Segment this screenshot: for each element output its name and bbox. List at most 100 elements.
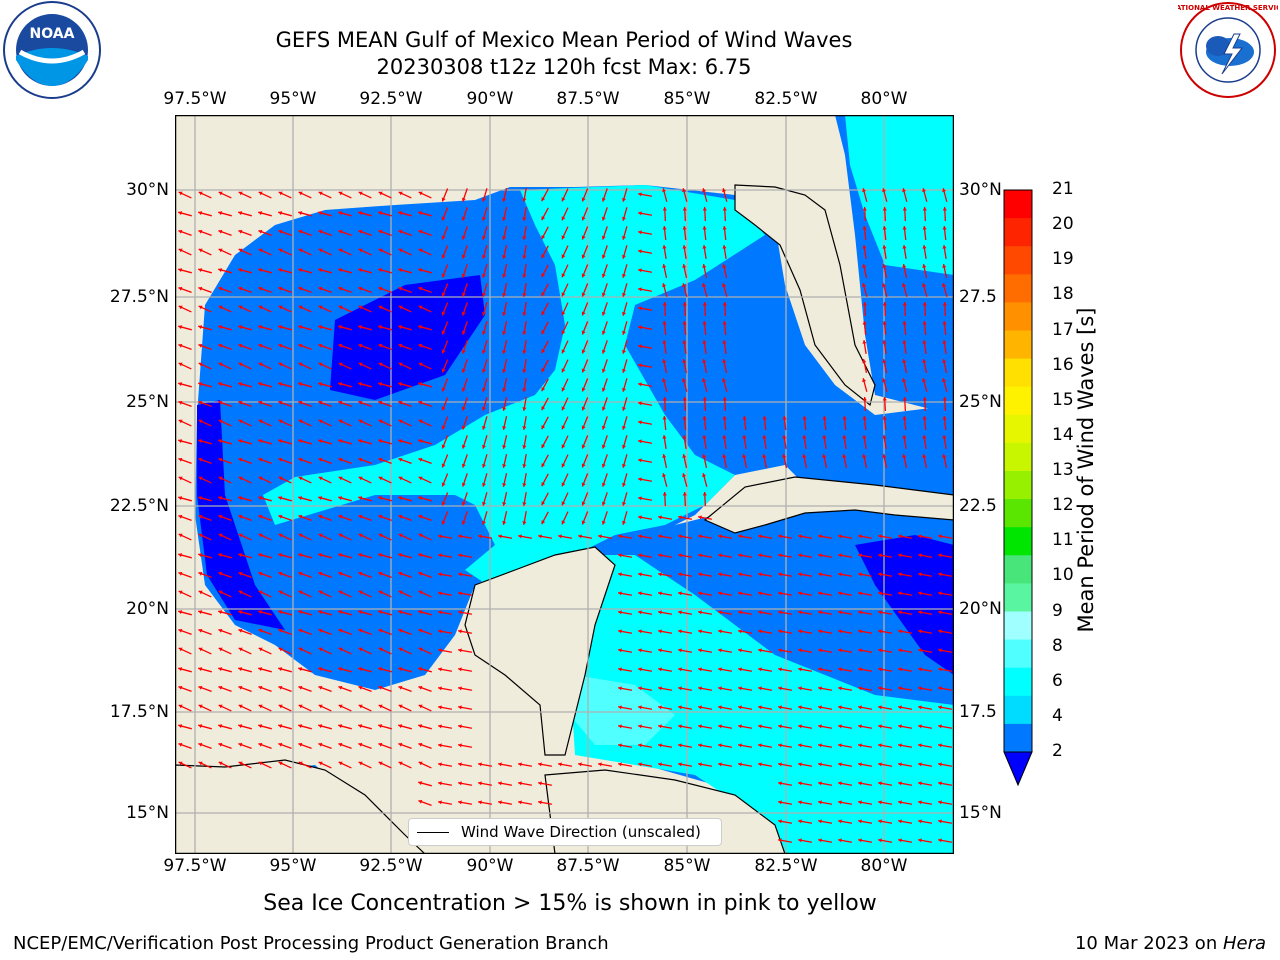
wind-arrow [258, 419, 272, 427]
wind-arrow [477, 781, 493, 786]
wind-arrow [418, 248, 432, 256]
wind-arrow [441, 492, 449, 506]
y-tick-right: 22.5 [959, 496, 997, 516]
wind-arrow [522, 358, 527, 374]
wind-arrow [437, 534, 453, 539]
wind-arrow [822, 415, 827, 431]
wind-arrow [637, 268, 653, 273]
wind-arrow [922, 378, 928, 392]
wind-arrow [877, 629, 893, 634]
wind-arrow [318, 610, 332, 616]
wind-arrow [497, 800, 513, 805]
wind-arrow [581, 321, 589, 335]
wind-arrow [541, 492, 549, 506]
wind-arrow [298, 211, 312, 217]
wind-arrow [358, 667, 372, 673]
wind-arrow [737, 648, 753, 653]
wind-arrow [522, 339, 527, 355]
wind-arrow [877, 686, 893, 691]
wind-arrow [398, 667, 412, 673]
wind-arrow [581, 473, 589, 487]
wind-arrow [942, 396, 947, 412]
wind-arrow [857, 629, 873, 634]
wind-arrow [601, 188, 608, 202]
wind-arrow [802, 454, 808, 468]
wind-arrow [902, 339, 907, 355]
wind-arrow [541, 283, 549, 297]
wind-arrow [178, 610, 192, 616]
wind-arrow [637, 572, 653, 577]
wind-arrow [702, 301, 707, 317]
wind-arrow [637, 439, 653, 444]
wind-arrow [238, 305, 252, 313]
wind-arrow [238, 628, 252, 636]
wind-arrow [258, 325, 272, 331]
footer-right: 10 Mar 2023 on Hera [1075, 933, 1266, 954]
wind-arrow [942, 301, 947, 317]
wind-arrow [298, 685, 312, 693]
wind-arrow [877, 743, 893, 748]
wind-arrow [482, 435, 488, 449]
x-tick-top: 95°W [269, 89, 317, 109]
wind-arrow [418, 571, 432, 579]
wind-arrow [298, 667, 312, 673]
wind-arrow [581, 454, 589, 468]
wind-arrow [258, 724, 272, 730]
wind-arrow [522, 225, 527, 241]
wind-arrow [198, 343, 212, 351]
wind-arrow [218, 400, 232, 408]
wind-arrow [522, 244, 527, 260]
wind-arrow [817, 743, 833, 748]
wind-arrow [617, 762, 633, 767]
wind-arrow [338, 229, 352, 237]
wind-arrow [637, 629, 653, 634]
wind-arrow [637, 249, 653, 254]
legend-line-icon [417, 831, 449, 833]
wind-arrow [797, 762, 813, 767]
colorbar-under-triangle [1003, 751, 1033, 786]
wind-arrow [717, 610, 733, 615]
wind-arrow [702, 434, 707, 450]
wind-arrow [418, 667, 432, 673]
wind-arrow [398, 268, 412, 274]
wind-arrow [358, 476, 372, 484]
wind-arrow [862, 320, 867, 336]
wind-arrow [378, 439, 392, 445]
wind-arrow [437, 591, 453, 596]
x-tick-bottom: 82.5°W [754, 856, 818, 876]
wind-arrow [917, 534, 933, 539]
wind-arrow [942, 283, 948, 297]
wind-arrow [258, 514, 272, 522]
wind-arrow [298, 268, 312, 274]
wind-arrow [577, 762, 593, 767]
wind-arrow [637, 762, 653, 767]
wind-arrow [338, 382, 352, 388]
wind-arrow [677, 591, 693, 596]
wind-arrow [238, 325, 252, 331]
map-grid [175, 115, 954, 854]
wind-arrow [378, 419, 392, 427]
x-tick-top: 82.5°W [754, 89, 818, 109]
wind-arrow [178, 533, 192, 541]
wind-arrow [942, 264, 948, 278]
wind-arrow [922, 454, 928, 468]
wind-arrow [338, 286, 352, 294]
wind-arrow [882, 359, 888, 373]
wind-arrow [218, 229, 232, 237]
wind-arrow [601, 378, 608, 392]
x-tick-top: 80°W [860, 89, 908, 109]
wind-arrow [877, 534, 893, 539]
wind-arrow [318, 382, 332, 388]
wind-arrow [817, 572, 833, 577]
wind-arrow [358, 229, 372, 237]
wind-arrow [777, 781, 793, 786]
wind-arrow [338, 439, 352, 445]
wind-arrow [398, 400, 412, 408]
wind-arrow [437, 667, 453, 672]
wind-arrow [461, 207, 468, 221]
wind-arrow [318, 191, 332, 199]
wind-arrow [777, 648, 793, 653]
wind-arrow [522, 472, 527, 488]
wind-arrow [541, 188, 549, 202]
wind-arrow [697, 534, 713, 539]
